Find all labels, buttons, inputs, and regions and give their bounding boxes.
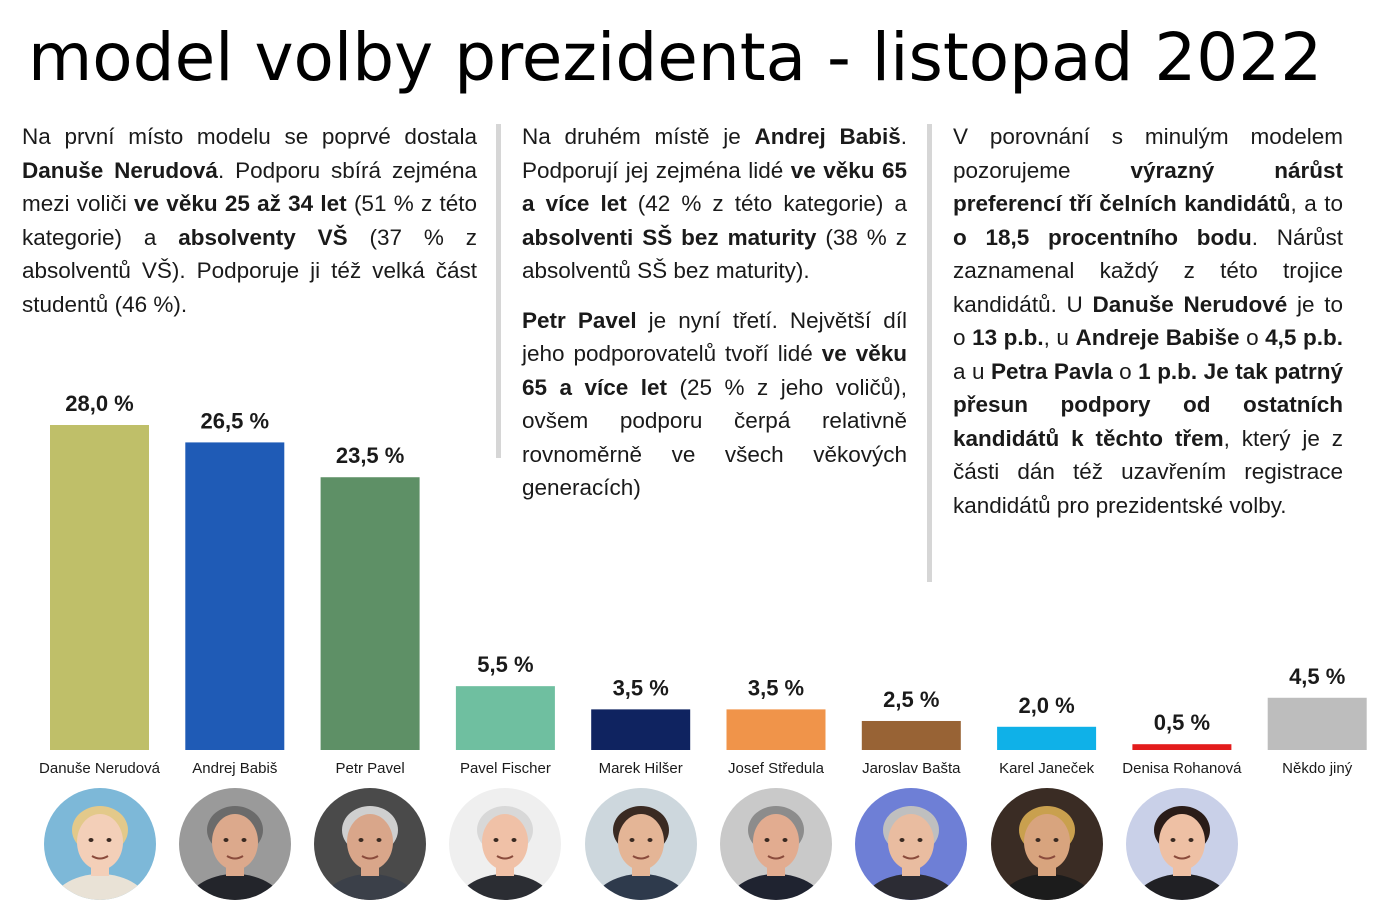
data-label: 3,5 % — [748, 675, 804, 700]
data-label: 26,5 % — [201, 408, 270, 433]
text: o — [1112, 358, 1139, 384]
bold-text: výrazný nárůst preferencí tří čelních ka… — [953, 157, 1343, 217]
text: (38 % z absolventů SŠ bez maturity). — [522, 224, 908, 284]
bar — [1267, 697, 1367, 750]
bar — [591, 709, 691, 750]
avatar-basta — [855, 788, 968, 900]
data-label: 28,0 % — [65, 391, 134, 416]
category-label: Josef Středula — [728, 760, 825, 777]
text: o — [1239, 325, 1266, 350]
data-label: 23,5 % — [336, 443, 405, 468]
bold-text: Petr Pavel — [522, 307, 637, 333]
bold-text: Andreje Babiše — [1075, 325, 1240, 350]
bar — [997, 726, 1097, 750]
text: je nyní třetí. Největší díl jeho podporo… — [522, 307, 907, 367]
candidate-photos — [0, 784, 1398, 904]
avatar-stredula — [720, 788, 832, 900]
bold-text: absolventi SŠ bez maturity — [522, 224, 817, 250]
category-label: Někdo jiný — [1282, 760, 1353, 777]
bold-text: ve věku 65 a více let — [522, 157, 908, 217]
bar-chart: 28,0 % Danuše Nerudová 26,5 % Andrej Babiš 2… — [39, 391, 1367, 777]
paragraph: V porovnání s minulým modelem pozorujeme… — [953, 120, 1343, 522]
text: . Podporu sbírá zejména mezi voliči — [22, 157, 478, 217]
text: a u — [953, 358, 992, 384]
bar — [1132, 744, 1232, 750]
category-label: Denisa Rohanová — [1122, 760, 1242, 777]
text: , u — [1043, 325, 1076, 350]
data-label: 4,5 % — [1289, 664, 1345, 689]
text: (51 % z této kategorie) a — [22, 191, 477, 250]
avatar-hilser — [584, 788, 697, 900]
bold-text: 1 p.b. Je tak patrný přesun podpory od o… — [953, 358, 1343, 451]
text: . Nárůst zaznamenal každý z této trojice… — [953, 224, 1343, 317]
bold-text: ve věku 25 až 34 let — [134, 191, 347, 216]
category-label: Karel Janeček — [999, 760, 1095, 777]
category-label: Andrej Babiš — [192, 760, 277, 777]
bar — [726, 709, 826, 750]
data-label: 2,5 % — [883, 687, 939, 712]
bold-text: 13 p.b. — [972, 325, 1044, 350]
bar — [50, 425, 149, 750]
text-column-1: Na první místo modelu se poprvé dostala … — [22, 120, 477, 337]
bold-text: ve věku 65 a více let — [522, 341, 907, 400]
text: Na druhém místě je — [522, 124, 755, 149]
text: (25 % z jeho voličů), ovšem podporu čerp… — [522, 374, 908, 501]
category-label: Danuše Nerudová — [39, 760, 161, 777]
page-title: model volby prezidenta - listopad 2022 — [28, 19, 1323, 96]
text: je to o — [953, 291, 1344, 351]
avatar-nerudova — [43, 788, 156, 900]
bold-text: 4,5 p.b. — [1265, 325, 1343, 350]
bar — [861, 720, 961, 750]
paragraph: Na druhém místě je Andrej Babiš. Podporu… — [522, 120, 907, 288]
bold-text: Petra Pavla — [991, 358, 1113, 384]
bar — [455, 686, 555, 750]
bar — [185, 442, 285, 750]
text: , který je z části dán též uzavřením reg… — [953, 425, 1344, 518]
text: (37 % z absolventů VŠ). Podporuje ji též… — [22, 224, 477, 317]
avatar-pavel — [314, 788, 427, 900]
bar — [320, 477, 420, 750]
avatar-janecek — [990, 788, 1103, 900]
column-divider — [927, 124, 932, 582]
data-label: 3,5 % — [613, 675, 669, 700]
data-label: 0,5 % — [1154, 710, 1210, 735]
avatar-babis — [178, 788, 291, 900]
avatar-rohanova — [1125, 788, 1238, 900]
bold-text: Danuše Nerudová — [22, 157, 218, 183]
text: , a to — [1290, 191, 1343, 216]
bold-text: Danuše Nerudové — [1092, 291, 1288, 317]
data-label: 2,0 % — [1018, 693, 1074, 718]
text: V porovnání s minulým modelem pozorujeme — [953, 124, 1343, 183]
category-label: Jaroslav Bašta — [862, 760, 961, 777]
category-label: Marek Hilšer — [599, 760, 683, 777]
bold-text: Andrej Babiš — [754, 124, 901, 149]
paragraph: Na první místo modelu se poprvé dostala … — [22, 120, 477, 321]
text-column-3: V porovnání s minulým modelem pozorujeme… — [953, 120, 1343, 538]
text: Na první místo modelu se poprvé dostala — [22, 124, 477, 149]
data-label: 5,5 % — [477, 652, 533, 677]
bold-text: o 18,5 procentního bodu — [953, 224, 1252, 250]
text-column-2: Na druhém místě je Andrej Babiš. Podporu… — [522, 120, 907, 521]
text: . Podporují jej zejména lidé — [522, 124, 908, 183]
bold-text: absolventy VŠ — [178, 224, 348, 250]
paragraph: Petr Pavel je nyní třetí. Největší díl j… — [522, 304, 907, 505]
column-divider — [496, 124, 501, 458]
text: (42 % z této kategorie) a — [626, 191, 907, 216]
category-label: Petr Pavel — [335, 760, 404, 777]
avatar-fischer — [449, 788, 562, 900]
category-label: Pavel Fischer — [460, 760, 551, 777]
